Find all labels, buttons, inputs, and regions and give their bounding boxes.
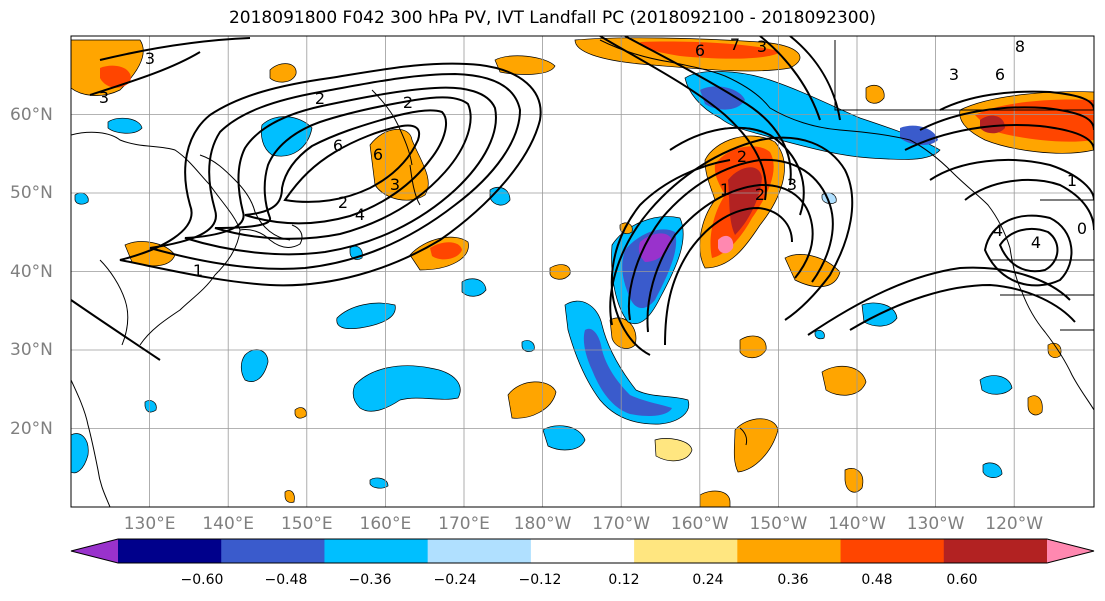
colorbar-segment [530, 539, 635, 563]
contour-label: 2 [403, 93, 413, 112]
contour-label: 1 [1067, 171, 1077, 190]
lat-label: 60°N [10, 104, 53, 125]
contour-label: 2 [338, 193, 348, 212]
lon-label: 120°W [985, 514, 1044, 534]
colorbar-segment [840, 539, 945, 563]
lat-label: 30°N [10, 340, 53, 360]
colorbar-tick-label: −0.36 [348, 572, 392, 588]
colorbar-tick-label: 0.12 [608, 572, 640, 588]
contour-label: 3 [390, 175, 400, 194]
anomaly-fill-layer [71, 37, 1094, 507]
colorbar-segment [943, 539, 1048, 563]
colorbar-tick-label: −0.24 [433, 572, 477, 588]
lon-label: 150°W [749, 514, 808, 534]
colorbar-tick-label: −0.12 [518, 572, 562, 588]
lon-label: 140°E [202, 514, 255, 534]
lon-label: 130°E [123, 514, 176, 534]
colorbar-tick-label: −0.60 [180, 572, 224, 588]
colorbar [70, 538, 1095, 564]
contour-label: 3 [757, 37, 767, 56]
contour-label: 2 [755, 185, 765, 204]
lon-label: 140°W [828, 514, 886, 534]
colorbar-tick-label: 0.60 [946, 572, 978, 588]
contour-label: 0 [1077, 219, 1087, 238]
colorbar-segment [118, 539, 222, 563]
contour-label: 8 [1015, 37, 1025, 56]
lon-label: 160°W [670, 514, 729, 534]
pv-contours [71, 36, 1094, 361]
lon-label: 170°E [438, 514, 490, 534]
contour-labels: 3 3 2 6 2 6 4 2 3 1 6 7 3 2 1 2 3 4 8 6 … [99, 35, 1087, 280]
contour-label: 2 [737, 147, 747, 166]
contour-label: 4 [355, 205, 365, 224]
lat-label: 50°N [10, 183, 53, 203]
contour-label: 6 [995, 65, 1005, 84]
colorbar-tick-label: 0.48 [861, 572, 893, 588]
colorbar-extend-min [71, 539, 118, 563]
colorbar-tick-label: 0.36 [777, 572, 809, 588]
contour-label: 3 [949, 65, 959, 84]
contour-label: 6 [373, 145, 383, 164]
lat-label: 40°N [10, 261, 53, 282]
colorbar-segment [427, 539, 532, 563]
colorbar-tick-label: −0.48 [264, 572, 308, 588]
lat-label: 20°N [10, 418, 53, 439]
contour-label: 3 [99, 88, 109, 107]
figure-title: 2018091800 F042 300 hPa PV, IVT Landfall… [228, 8, 876, 28]
colorbar-segment [634, 539, 738, 563]
contour-label: 6 [695, 41, 705, 60]
lon-label: 170°W [592, 514, 651, 534]
contour-label: 4 [1031, 233, 1041, 252]
lon-label: 180°W [513, 514, 572, 534]
lon-label: 160°E [359, 514, 412, 534]
contour-label: 2 [315, 89, 325, 108]
contour-label: 3 [145, 49, 155, 68]
contour-label: 7 [730, 35, 740, 54]
colorbar-segment [221, 539, 325, 563]
lon-label: 150°E [280, 514, 333, 534]
colorbar-segment [737, 539, 842, 563]
contour-label: 1 [193, 261, 203, 280]
contour-label: 3 [787, 175, 797, 194]
colorbar-segment [324, 539, 429, 563]
colorbar-extend-max [1047, 539, 1094, 563]
colorbar-tick-label: 0.24 [692, 572, 724, 588]
lon-label: 130°W [906, 514, 965, 534]
colorbar-outline [70, 538, 1095, 564]
graticule [71, 36, 1094, 507]
contour-label: 4 [993, 221, 1003, 240]
contour-label: 6 [333, 136, 343, 155]
contour-label: 1 [720, 180, 730, 199]
